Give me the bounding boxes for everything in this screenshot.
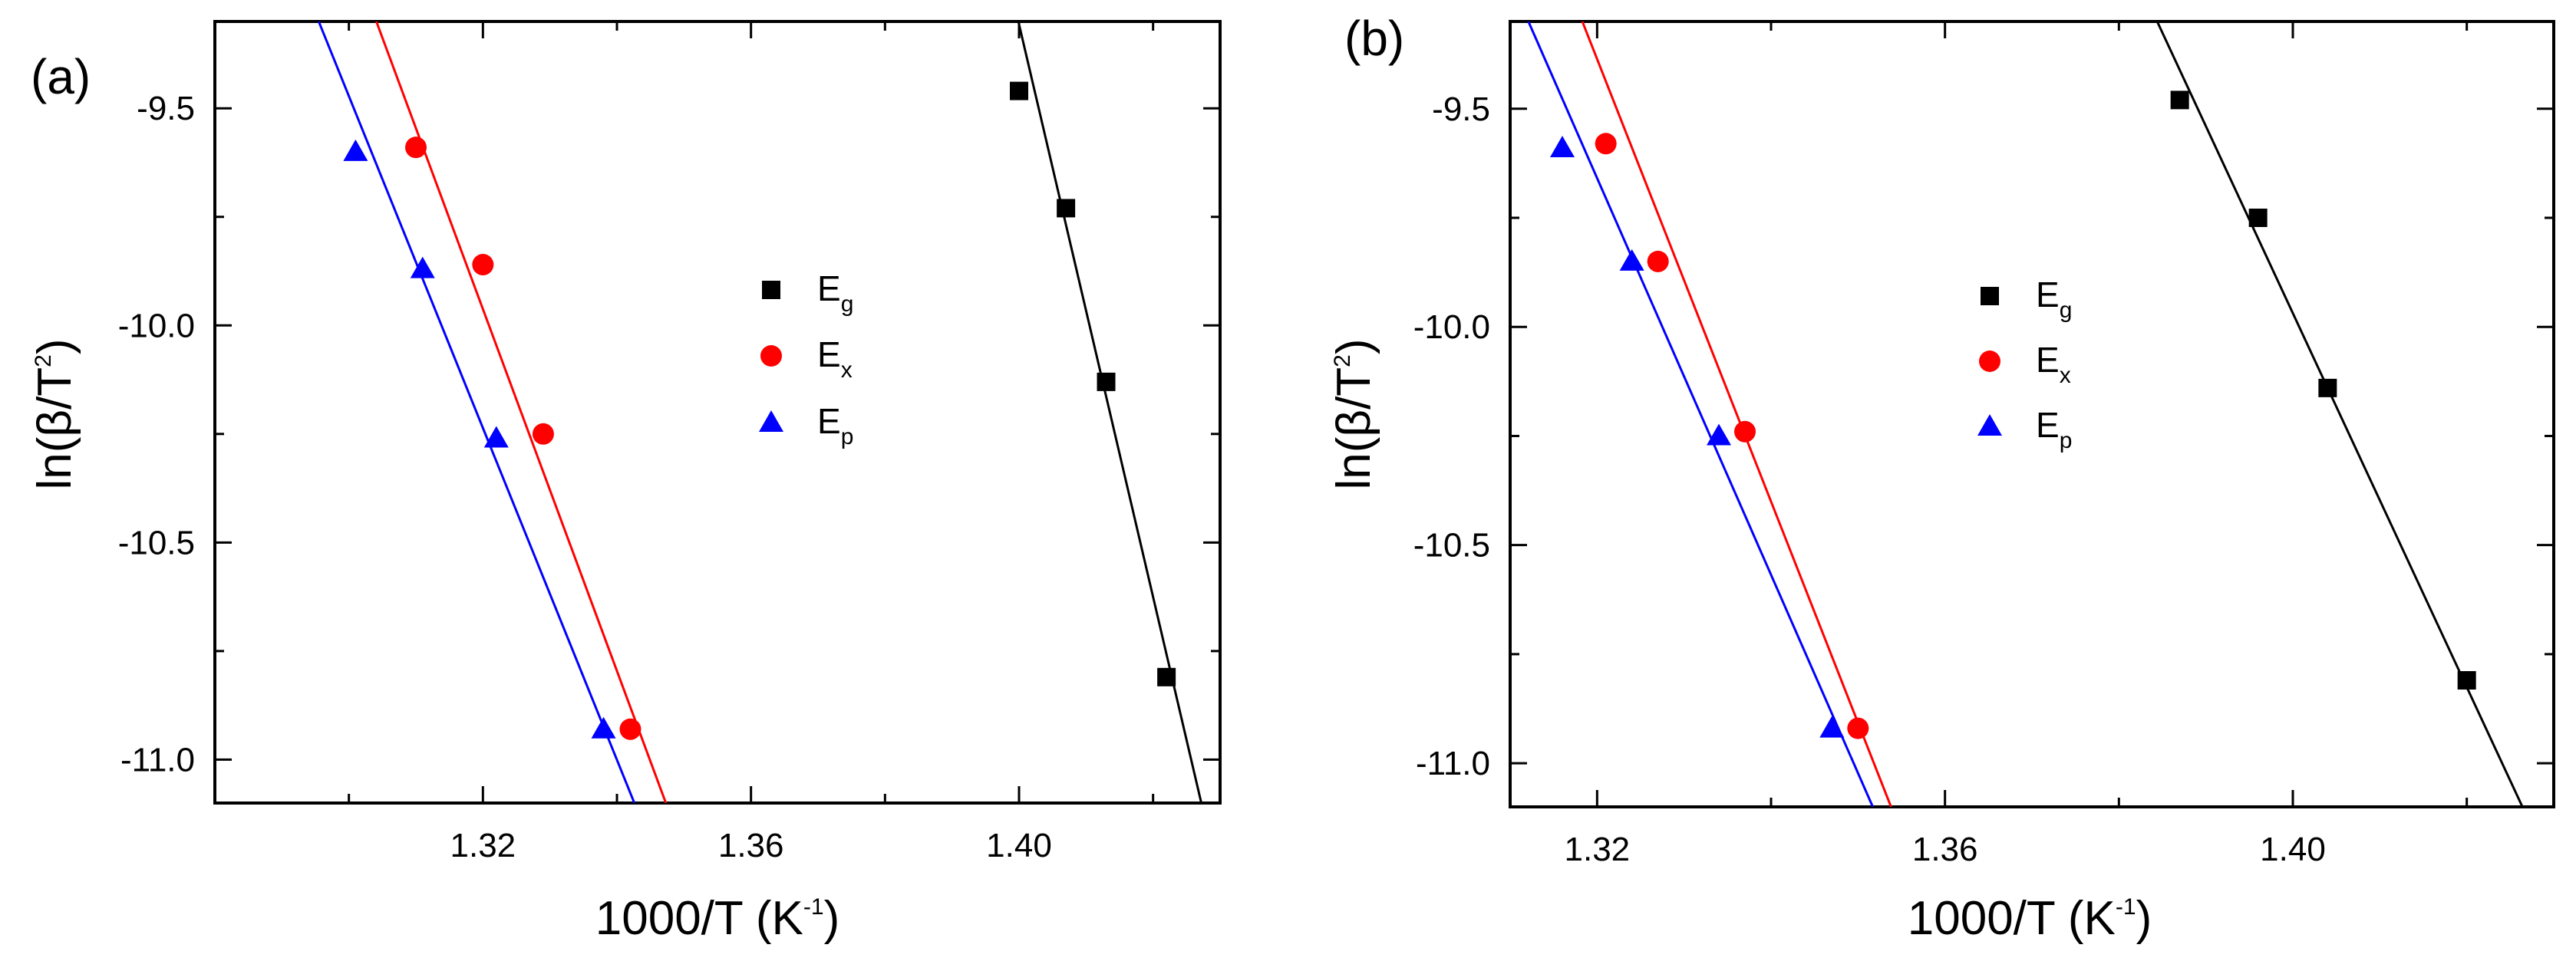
y-axis-title: ln(β/T2) [28, 338, 81, 489]
legend-label-p: Ep [2036, 405, 2072, 453]
y-axis-title: ln(β/T2) [1328, 338, 1380, 489]
panel-a: 1.32 1.36 1.40 -9.5 -10.0 -10.5 -11.0 (a) 1000/T… [28, 20, 1222, 945]
plot-frame [213, 20, 1222, 805]
data-point-p [1707, 423, 1731, 446]
legend-marker-g [762, 281, 780, 299]
x-tick-label: 1.36 [1912, 831, 1978, 868]
x-tick-label: 1.40 [2260, 831, 2326, 868]
data-point-g [2248, 209, 2268, 227]
data-point-x [1847, 717, 1869, 739]
y-tick-label: -10.0 [1413, 308, 1490, 346]
legend-label-p: Ep [817, 401, 853, 449]
data-point-x [532, 423, 554, 445]
plot-area [317, 21, 1203, 803]
x-axis-title: 1000/T (K-1) [595, 892, 839, 945]
data-point-g [2170, 91, 2189, 110]
legend-marker-g [1981, 287, 1999, 305]
data-point-x [1647, 250, 1669, 272]
legend-marker-p [1977, 414, 2002, 436]
panel-label: (b) [1344, 11, 1404, 66]
y-tick-label: -9.5 [137, 90, 195, 127]
data-point-x [472, 254, 494, 276]
x-tick-label: 1.32 [1565, 831, 1631, 868]
data-point-g [1010, 81, 1028, 100]
y-tick-label: -10.5 [118, 524, 195, 561]
data-point-p [343, 139, 368, 161]
legend-label-g: Eg [2036, 275, 2072, 323]
panel-b: 1.32 1.36 1.40 -9.5 -10.0 -10.5 -11.0 (b) 1000/T… [1328, 11, 2555, 945]
x-tick-label: 1.36 [718, 827, 784, 864]
legend-marker-x [1979, 351, 2000, 372]
data-point-p [591, 716, 616, 739]
data-point-x [1595, 133, 1617, 155]
panel-label: (a) [31, 49, 91, 104]
plot-area [1527, 21, 2524, 807]
data-point-x [1734, 420, 1756, 443]
data-point-g [2457, 671, 2476, 690]
data-point-x [405, 137, 427, 159]
legend: Eg Ex Ep [1977, 275, 2072, 453]
legend-marker-x [760, 345, 782, 367]
legend-marker-p [759, 410, 783, 432]
x-tick-label: 1.40 [986, 827, 1052, 864]
legend: Eg Ex Ep [759, 268, 853, 449]
legend-label-x: Ex [817, 334, 853, 383]
y-tick-label: -11.0 [120, 741, 195, 778]
fit-line-x [1581, 21, 1892, 807]
y-tick-label: -9.5 [1432, 91, 1490, 128]
fit-line-p [317, 21, 636, 803]
data-point-p [1619, 249, 1644, 271]
data-point-g [1097, 372, 1116, 391]
x-axis-title: 1000/T (K-1) [1908, 892, 2152, 945]
data-point-g [1157, 667, 1176, 686]
data-point-p [483, 426, 509, 448]
data-point-g [2318, 378, 2337, 397]
y-tick-label: -10.0 [118, 307, 195, 344]
data-point-p [1819, 716, 1845, 738]
data-point-x [619, 718, 642, 740]
data-point-p [1550, 135, 1575, 157]
y-tick-label: -10.5 [1413, 527, 1490, 564]
plot-frame [1509, 20, 2555, 808]
fit-line-p [1527, 21, 1874, 807]
y-tick-label: -11.0 [1416, 745, 1490, 782]
legend-label-g: Eg [817, 268, 853, 317]
data-point-p [410, 256, 435, 278]
data-point-g [1057, 199, 1076, 218]
legend-label-x: Ex [2036, 340, 2071, 388]
x-tick-label: 1.32 [450, 827, 516, 864]
